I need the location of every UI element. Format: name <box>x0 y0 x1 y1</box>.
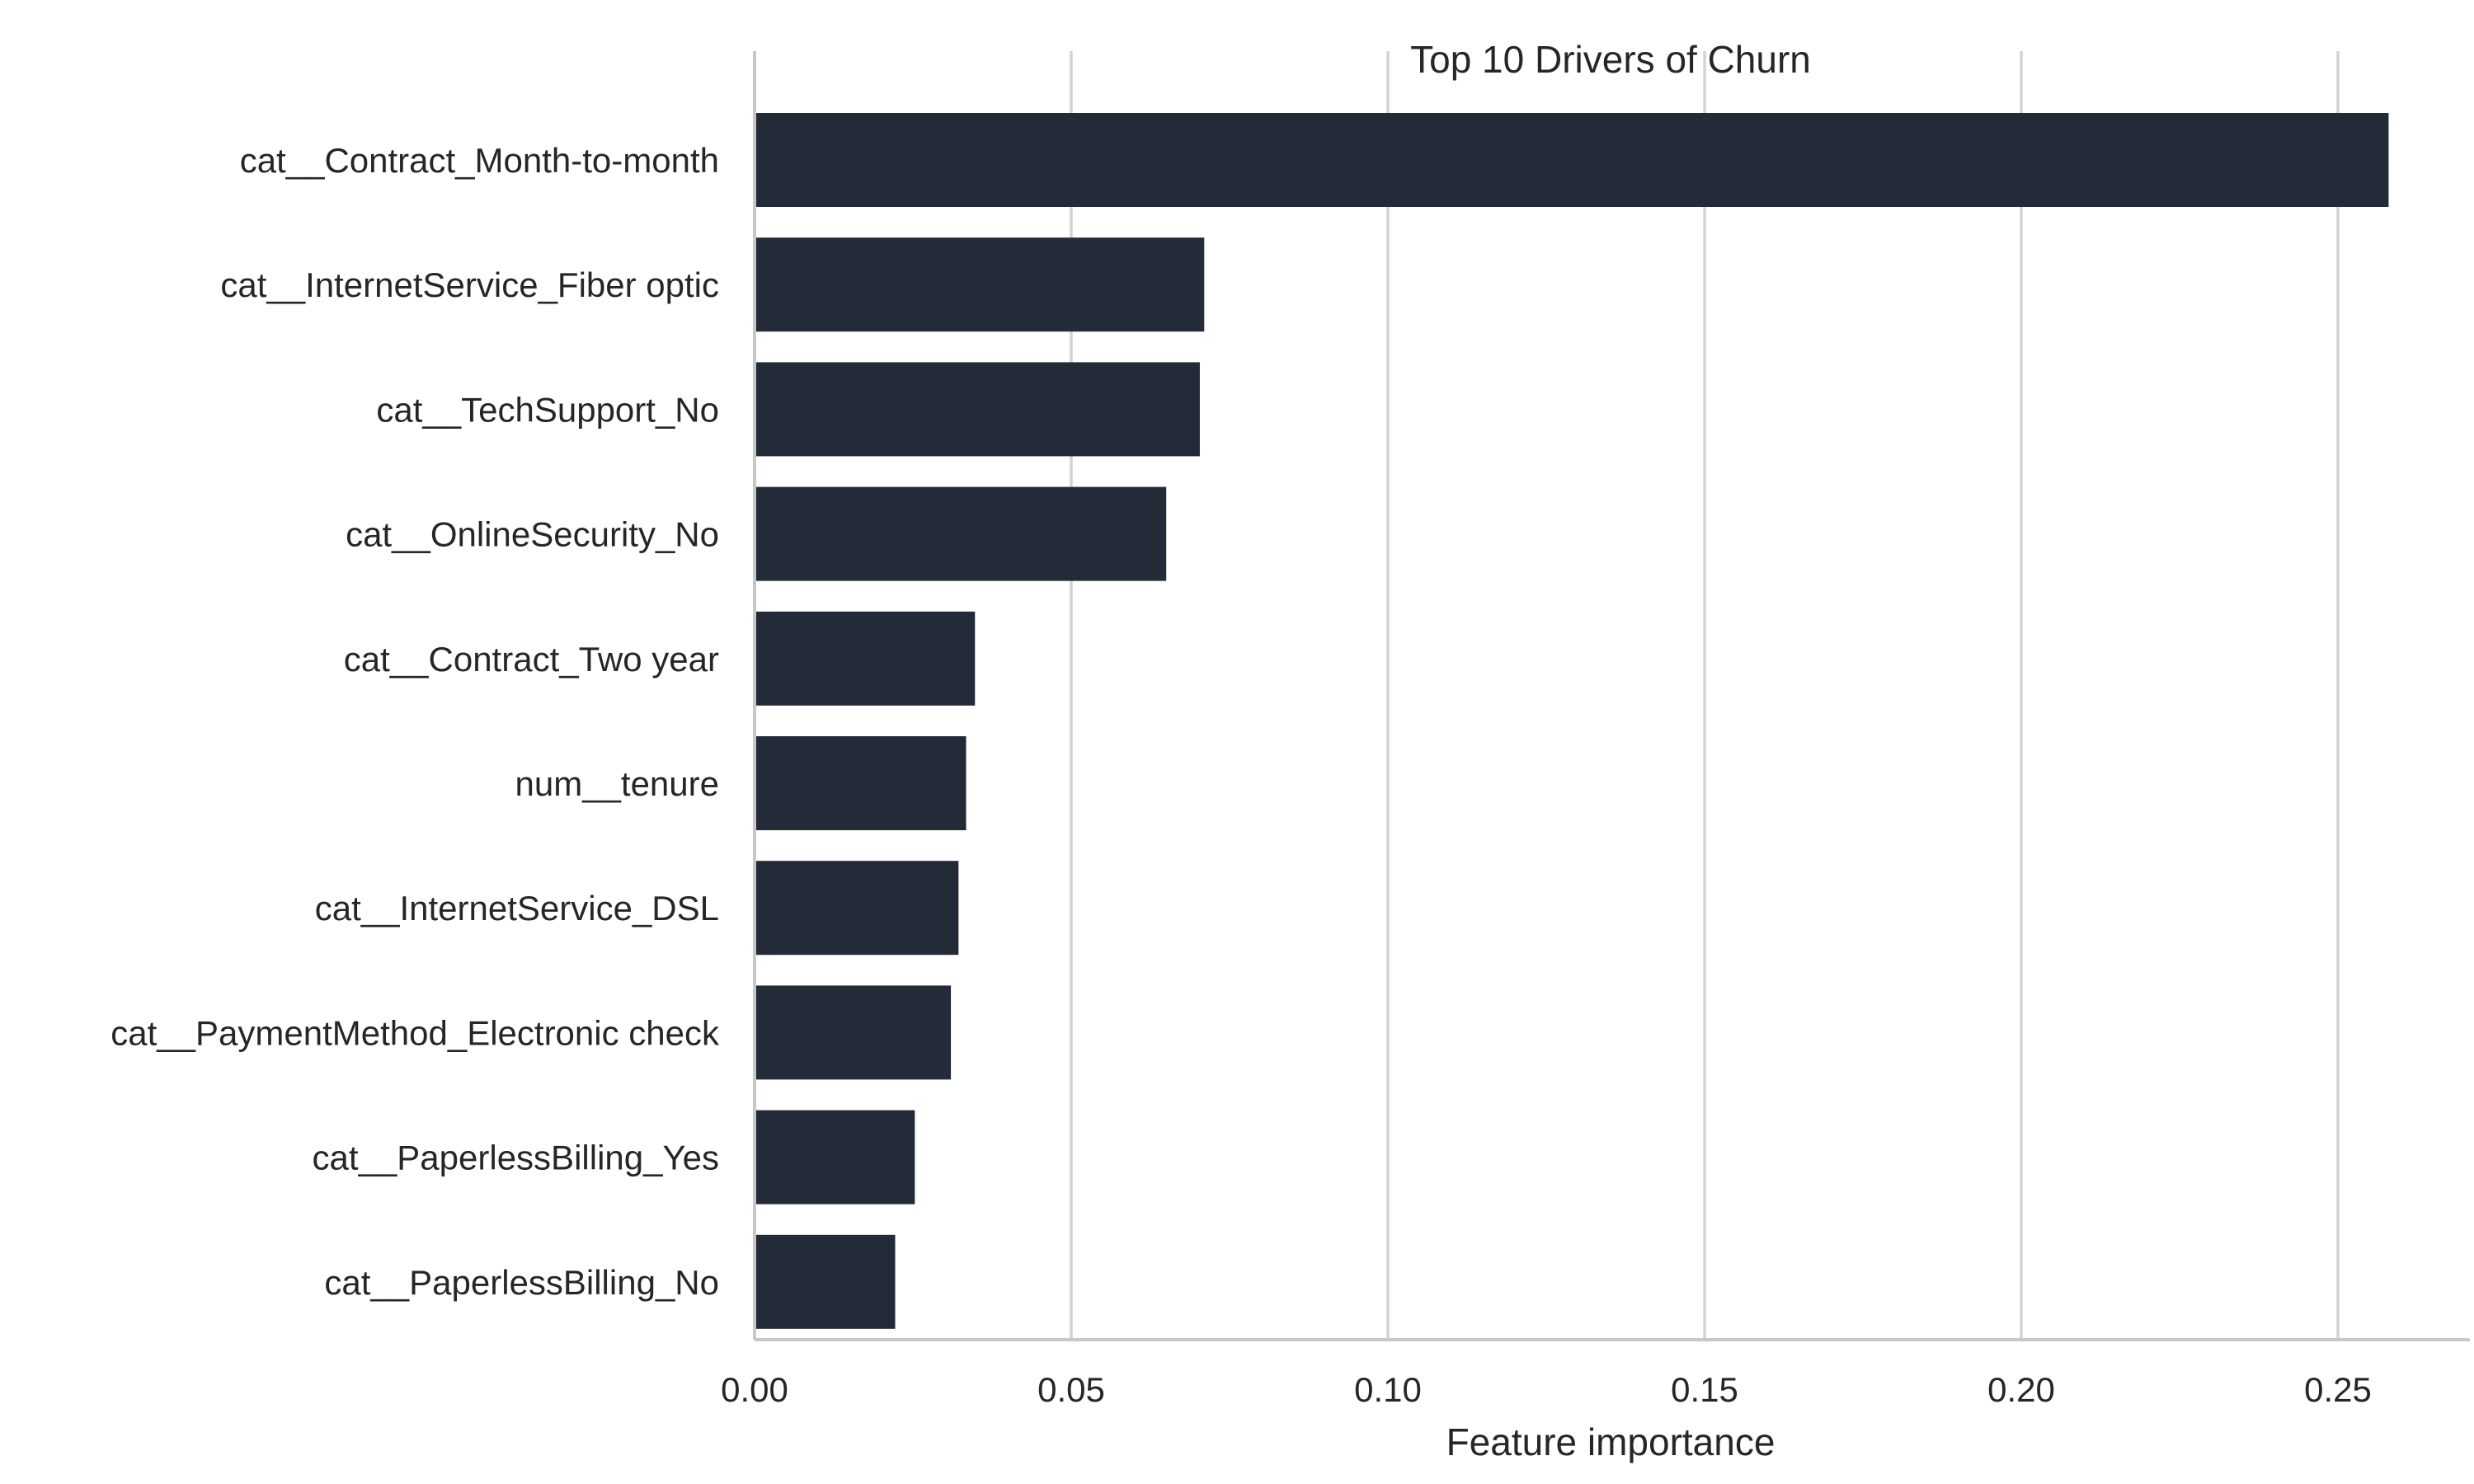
bar-1 <box>755 237 1205 332</box>
category-label-6: cat__InternetService_DSL <box>315 889 719 928</box>
bar-3 <box>755 486 1167 581</box>
category-label-7: cat__PaymentMethod_Electronic check <box>111 1013 720 1052</box>
category-label-1: cat__InternetService_Fiber optic <box>220 265 719 304</box>
category-label-9: cat__PaperlessBilling_No <box>324 1263 719 1302</box>
bars <box>755 113 2389 1329</box>
bar-5 <box>755 736 967 830</box>
category-label-8: cat__PaperlessBilling_Yes <box>313 1139 719 1177</box>
x-tick-label-3: 0.15 <box>1671 1370 1738 1409</box>
category-labels: cat__Contract_Month-to-month cat__Interne… <box>111 141 720 1302</box>
bar-7 <box>755 985 952 1080</box>
bar-2 <box>755 362 1200 457</box>
category-label-5: num__tenure <box>515 764 719 803</box>
gridlines <box>1070 51 2340 1340</box>
axis-spines <box>753 51 2470 1341</box>
category-label-3: cat__OnlineSecurity_No <box>346 515 719 554</box>
x-tick-label-4: 0.20 <box>1987 1370 2055 1409</box>
category-label-4: cat__Contract_Two year <box>344 640 719 679</box>
x-tick-label-5: 0.25 <box>2304 1370 2372 1409</box>
category-label-0: cat__Contract_Month-to-month <box>240 141 719 180</box>
x-tick-labels: 0.00 0.05 0.10 0.15 0.20 0.25 <box>721 1370 2372 1409</box>
x-axis-title: Feature importance <box>1446 1421 1776 1463</box>
bar-8 <box>755 1110 915 1205</box>
chart-title: Top 10 Drivers of Churn <box>1410 38 1811 81</box>
bar-9 <box>755 1234 896 1329</box>
bar-4 <box>755 611 976 706</box>
bar-6 <box>755 861 959 956</box>
category-label-2: cat__TechSupport_No <box>376 390 719 429</box>
bar-0 <box>755 113 2389 207</box>
x-tick-label-0: 0.00 <box>721 1370 788 1409</box>
x-tick-label-1: 0.05 <box>1037 1370 1105 1409</box>
x-tick-label-2: 0.10 <box>1354 1370 1422 1409</box>
